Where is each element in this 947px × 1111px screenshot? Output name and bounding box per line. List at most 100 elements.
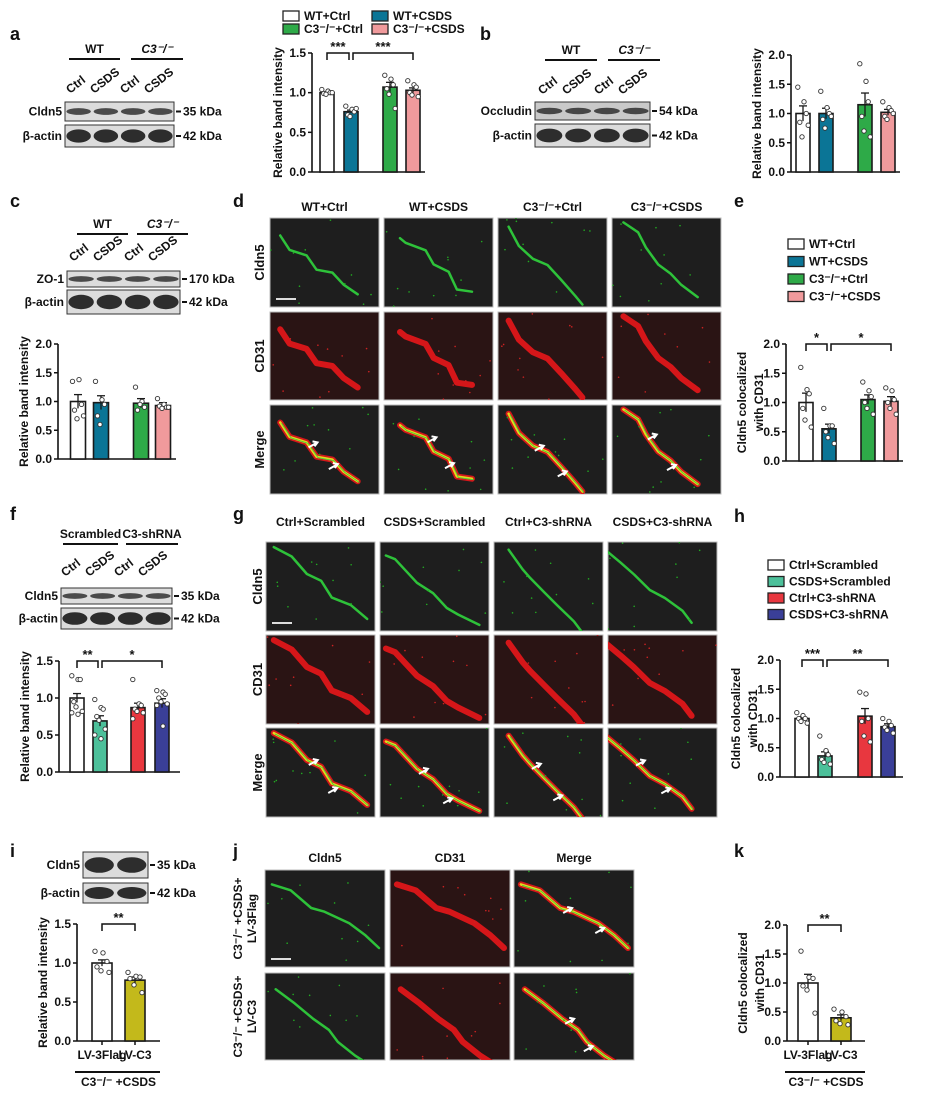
y-tick-label: 1.5 (289, 46, 306, 60)
micrograph-background (379, 727, 490, 818)
x-tick-label: LV-3Flag (783, 1048, 832, 1062)
speckle (292, 993, 294, 996)
y-tick-label: 2.0 (764, 918, 781, 932)
blot-band (622, 107, 649, 115)
vessel-cldn5 (624, 410, 700, 486)
speckle (267, 902, 269, 905)
data-point (798, 718, 804, 725)
speckle (329, 219, 332, 221)
data-point (817, 733, 823, 739)
data-point (870, 411, 876, 417)
data-point (880, 715, 886, 722)
speckle (306, 424, 309, 427)
speckle (501, 345, 503, 348)
blot-kda-label: 42 kDa (157, 886, 196, 900)
vessel-cd31 (505, 317, 586, 400)
blot-lane-label: CSDS (615, 66, 650, 98)
speckle (404, 649, 406, 652)
arrow-icon (562, 906, 574, 914)
speckle (678, 542, 681, 544)
bar (818, 112, 834, 173)
speckle (639, 738, 641, 740)
speckle (640, 249, 643, 251)
speckle (485, 909, 487, 912)
legend-label: C3⁻/⁻+CSDS (393, 22, 465, 36)
speckle (466, 664, 468, 667)
speckle (334, 740, 336, 742)
speckle (629, 782, 632, 785)
speckle (620, 325, 623, 328)
speckle (380, 581, 381, 583)
data-point (140, 710, 146, 716)
data-point (865, 715, 871, 722)
speckle (551, 221, 553, 224)
micrograph-content (504, 218, 591, 306)
blot-strip (60, 607, 173, 630)
blot-band (62, 593, 88, 599)
micrograph-d-1-3 (611, 311, 722, 401)
data-point (867, 739, 873, 745)
data-point (824, 105, 830, 111)
speckle (318, 453, 321, 456)
data-point (73, 704, 79, 710)
blot-band (124, 276, 151, 282)
arrow-icon (557, 469, 569, 478)
y-tick-label: 0.0 (764, 1034, 781, 1048)
significance-label: ** (113, 910, 124, 925)
micrograph-content (385, 230, 483, 307)
speckle (422, 805, 425, 807)
data-point (101, 401, 108, 408)
blot-band (84, 887, 114, 899)
micrograph-j-1-1 (389, 972, 511, 1061)
western-blot-i: Cldn5 35 kDa β-actin 42 kDa (41, 851, 196, 904)
data-point (821, 759, 827, 766)
data-point (794, 710, 800, 716)
micrograph-content (616, 406, 710, 493)
speckle (392, 422, 395, 425)
speckle (637, 677, 639, 680)
legend-h: Ctrl+Scrambled CSDS+Scrambled Ctrl+C3-shRN… (767, 558, 891, 622)
speckle (609, 557, 611, 560)
speckle (655, 226, 657, 229)
speckle (458, 569, 460, 572)
significance-bracket (826, 659, 889, 667)
data-point (823, 748, 829, 754)
x-group-label: C3⁻/⁻ +CSDS (81, 1075, 156, 1089)
speckle (589, 230, 591, 232)
blot-band (96, 276, 123, 282)
data-point (413, 84, 419, 90)
micrograph-content (505, 410, 604, 494)
data-point (859, 718, 865, 725)
data-point (799, 134, 805, 140)
data-point (883, 385, 889, 391)
data-point (837, 1020, 843, 1027)
blot-row-label: Cldn5 (29, 105, 63, 119)
y-tick-label: 0.5 (768, 136, 785, 150)
speckle (286, 942, 288, 944)
panel-label-f: f (10, 504, 17, 524)
speckle (437, 350, 440, 352)
data-point (127, 975, 133, 982)
micrograph-content (272, 545, 369, 621)
blot-band (120, 108, 146, 115)
speckle (455, 635, 458, 638)
y-tick-label: 0.5 (54, 995, 71, 1009)
data-point (92, 732, 98, 738)
micrograph-g-2-1 (379, 727, 490, 818)
y-tick-label: 0.0 (289, 165, 306, 179)
blot-row-label: β-actin (19, 612, 58, 626)
speckle (281, 898, 283, 900)
micrograph-g-1-3 (607, 634, 718, 725)
blot-kda-label: 170 kDa (189, 272, 235, 286)
arrow-icon (594, 926, 607, 934)
speckle (660, 481, 662, 483)
data-point (134, 708, 140, 714)
speckle (527, 260, 530, 263)
data-point (880, 99, 886, 105)
speckle (591, 602, 594, 605)
speckle (620, 743, 622, 745)
y-tick-label: 2.0 (763, 337, 780, 351)
micrograph-content (382, 728, 488, 814)
micrograph-background (611, 311, 722, 401)
